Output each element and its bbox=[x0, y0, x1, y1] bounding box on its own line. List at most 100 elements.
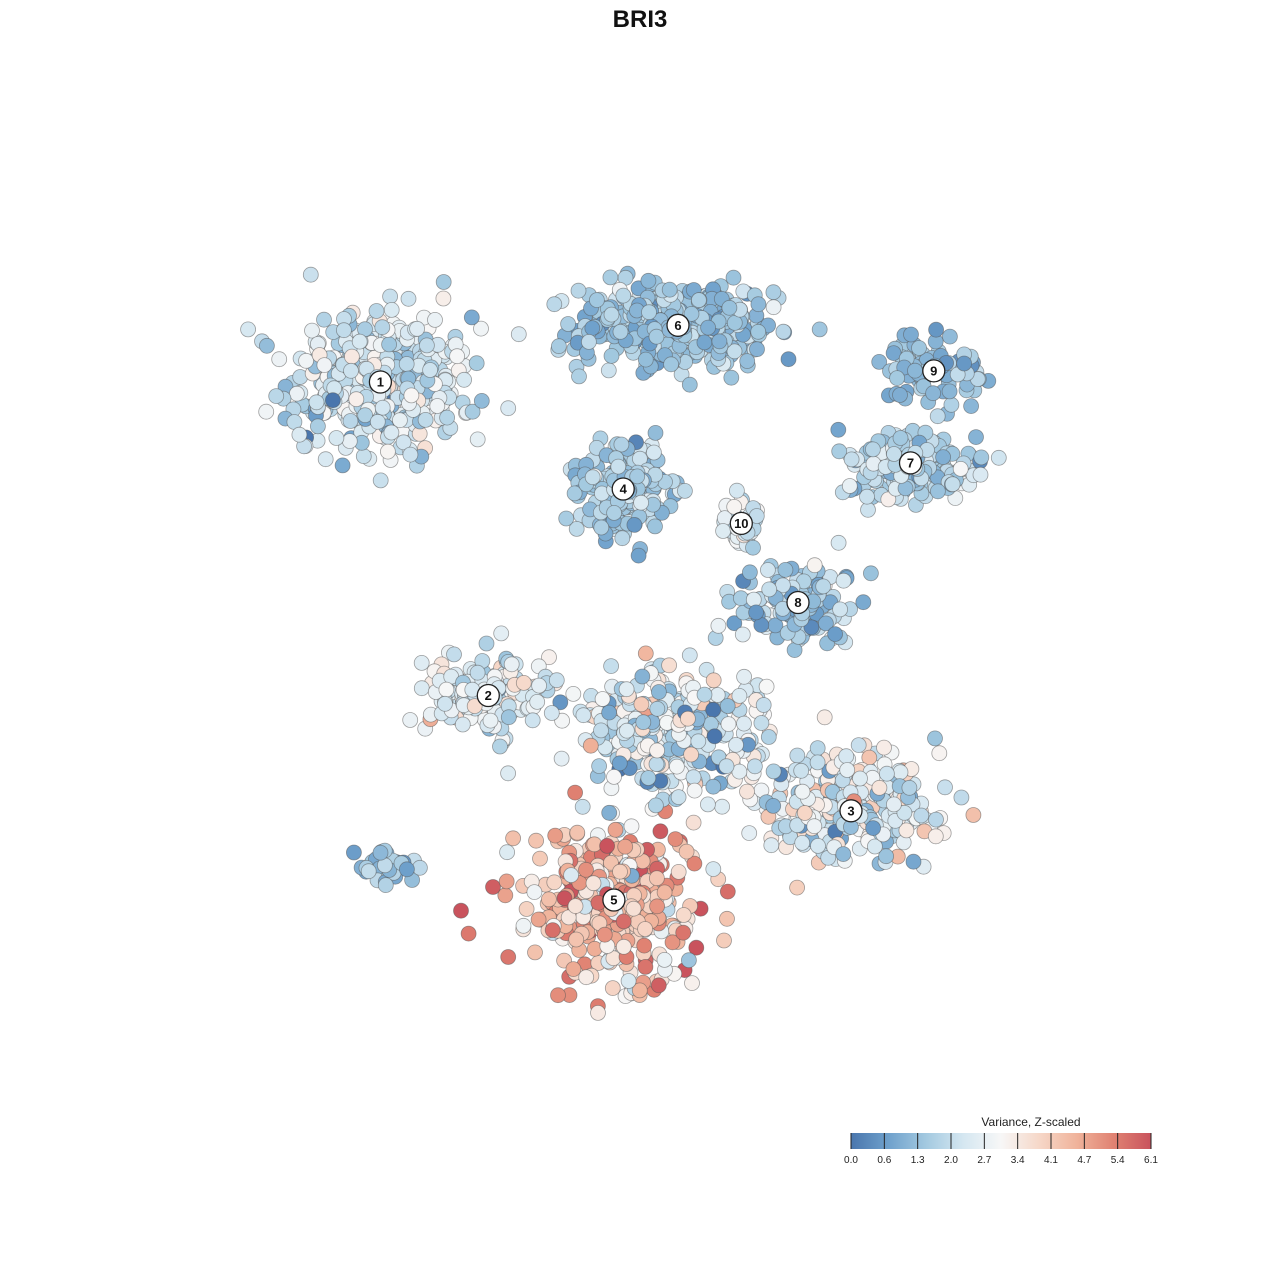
scatter-point bbox=[669, 758, 685, 775]
scatter-point bbox=[686, 782, 703, 799]
scatter-point bbox=[684, 975, 700, 991]
cluster-label-badge bbox=[666, 313, 690, 337]
scatter-point bbox=[355, 448, 372, 465]
scatter-point bbox=[878, 848, 894, 865]
scatter-point bbox=[928, 321, 944, 338]
scatter-point bbox=[690, 733, 707, 750]
scatter-point bbox=[395, 434, 412, 451]
scatter-point bbox=[492, 738, 508, 755]
scatter-point bbox=[468, 355, 485, 372]
scatter-point bbox=[582, 737, 599, 754]
scatter-point bbox=[565, 961, 582, 977]
scatter-point bbox=[515, 917, 532, 934]
scatter-point bbox=[635, 714, 652, 731]
color-legend: Variance, Z-scaled 0.0 0.6 1.3 2.0 2.7 3.4 4.1… bbox=[844, 1115, 1158, 1166]
scatter-point bbox=[691, 292, 707, 309]
scatter-point bbox=[435, 290, 452, 307]
scatter-point bbox=[818, 615, 834, 632]
scatter-point bbox=[591, 758, 607, 774]
scatter-point bbox=[650, 977, 667, 994]
cluster-label: 2 bbox=[476, 683, 500, 708]
scatter-point bbox=[585, 875, 602, 892]
scatter-point bbox=[718, 758, 735, 775]
scatter-point bbox=[688, 939, 705, 956]
cluster-label-text: 3 bbox=[847, 803, 854, 818]
scatter-point bbox=[809, 740, 826, 756]
scatter-point bbox=[360, 863, 377, 880]
scatter-point bbox=[675, 907, 692, 923]
scatter-point bbox=[871, 779, 888, 796]
cluster-label-text: 6 bbox=[674, 318, 681, 333]
scatter-point bbox=[675, 924, 692, 941]
scatter-point bbox=[810, 838, 826, 854]
cluster-label-badge bbox=[922, 359, 946, 383]
scatter-point bbox=[661, 657, 677, 674]
scatter-point bbox=[550, 987, 566, 1004]
cluster-label-badge bbox=[368, 370, 393, 394]
scatter-point bbox=[648, 756, 665, 772]
scatter-point bbox=[685, 769, 702, 786]
scatter-point bbox=[556, 890, 573, 907]
scatter-point bbox=[527, 944, 543, 961]
legend-ticks: 0.0 0.6 1.3 2.0 2.7 3.4 4.1 4.7 5.4 6.1 bbox=[844, 1133, 1158, 1166]
scatter-point bbox=[911, 340, 927, 356]
legend-title: Variance, Z-scaled bbox=[981, 1115, 1080, 1129]
scatter-point bbox=[765, 763, 782, 780]
scatter-point bbox=[383, 424, 400, 441]
scatter-point bbox=[705, 672, 722, 689]
scatter-point bbox=[603, 658, 619, 674]
scatter-point bbox=[324, 392, 341, 409]
scatter-point bbox=[729, 482, 745, 499]
scatter-point bbox=[328, 430, 345, 446]
scatter-point bbox=[631, 982, 648, 999]
scatter-point bbox=[925, 385, 941, 402]
scatter-point bbox=[892, 430, 909, 446]
scatter-point bbox=[725, 269, 742, 286]
scatter-point bbox=[777, 562, 794, 578]
scatter-point bbox=[575, 707, 592, 724]
scatter-point bbox=[927, 730, 943, 747]
scatter-point bbox=[705, 701, 722, 718]
scatter-point bbox=[614, 530, 631, 547]
legend-tick-label: 6.1 bbox=[1144, 1155, 1158, 1166]
cluster-label-badge bbox=[786, 590, 810, 615]
scatter-point bbox=[640, 770, 657, 786]
scatter-point bbox=[543, 705, 560, 721]
cluster-label-badge bbox=[839, 799, 863, 823]
cluster-label-layer: 1 6 4 10 9 7 8 2 3 5 bbox=[368, 313, 946, 912]
cluster-label-text: 1 bbox=[377, 375, 384, 390]
scatter-point bbox=[860, 501, 876, 518]
scatter-point bbox=[469, 664, 486, 681]
scatter-point bbox=[889, 370, 905, 387]
scatter-point bbox=[942, 328, 958, 345]
scatter-point bbox=[758, 678, 775, 695]
scatter-point bbox=[841, 478, 858, 494]
scatter-point bbox=[648, 797, 664, 814]
scatter-point bbox=[896, 804, 913, 821]
scatter-point bbox=[749, 341, 765, 358]
scatter-point bbox=[610, 458, 627, 475]
scatter-point bbox=[649, 700, 666, 717]
scatter-point bbox=[524, 712, 541, 729]
scatter-point bbox=[928, 811, 944, 828]
scatter-point bbox=[551, 338, 567, 355]
scatter-point bbox=[835, 846, 852, 862]
scatter-point bbox=[907, 362, 923, 379]
scatter-point bbox=[663, 356, 679, 373]
scatter-point bbox=[435, 274, 452, 290]
scatter-point bbox=[548, 672, 565, 689]
scatter-point bbox=[335, 322, 352, 339]
scatter-point bbox=[398, 356, 415, 372]
scatter-point bbox=[417, 411, 434, 428]
scatter-point bbox=[637, 959, 654, 975]
scatter-point bbox=[745, 539, 761, 556]
scatter-point bbox=[623, 818, 640, 835]
scatter-point bbox=[345, 844, 362, 861]
scatter-point bbox=[681, 376, 698, 393]
scatter-point bbox=[584, 320, 601, 337]
cluster-label: 1 bbox=[368, 370, 393, 394]
scatter-point bbox=[972, 466, 989, 483]
scatter-point bbox=[956, 355, 972, 372]
scatter-point bbox=[852, 770, 868, 787]
scatter-point bbox=[498, 873, 515, 890]
